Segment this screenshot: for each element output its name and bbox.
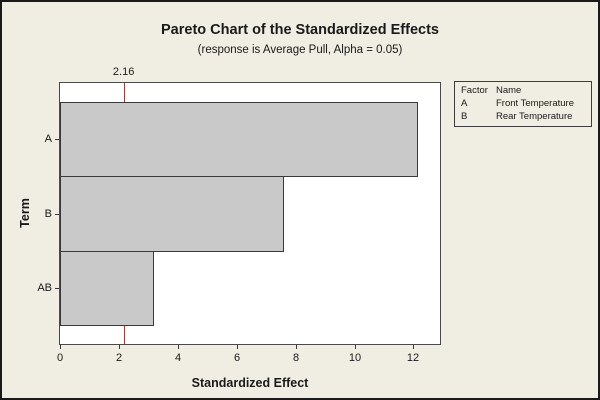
y-category-label-a: A [44,133,52,145]
x-axis-tick [178,345,179,349]
y-axis-tick [55,139,59,140]
x-axis-tick-label: 8 [292,352,300,364]
bar-a [60,102,418,177]
legend-row-a: A Front Temperature [461,97,591,110]
x-axis-title: Standardized Effect [191,376,309,390]
legend-header-row: Factor Name [461,84,591,97]
x-axis-tick-label: 0 [56,352,64,364]
x-axis-tick-label: 6 [233,352,241,364]
reference-line-value-label: 2.16 [112,66,135,78]
x-axis-tick-label: 10 [348,352,362,364]
x-axis-tick [355,345,356,349]
bar-ab [60,251,154,326]
legend-factor: B [461,111,468,122]
x-axis-tick [296,345,297,349]
y-axis-tick [55,214,59,215]
legend-factor-name: Rear Temperature [496,111,573,122]
y-axis-tick [55,288,59,289]
x-axis-tick-label: 12 [406,352,420,364]
legend-header-factor: Factor [461,85,488,96]
legend-rows: A Front Temperature B Rear Temperature [461,97,591,123]
x-axis-tick-label: 2 [115,352,123,364]
x-axis-tick-label: 4 [174,352,182,364]
plot-area [59,82,441,345]
y-category-label-b: B [44,208,52,220]
x-axis-tick [413,345,414,349]
x-axis-tick [237,345,238,349]
legend-row-b: B Rear Temperature [461,110,591,123]
y-category-label-ab: AB [37,282,52,294]
x-axis-tick [60,345,61,349]
legend-factor: A [461,98,468,109]
chart-subtitle: (response is Average Pull, Alpha = 0.05) [197,44,403,56]
x-axis-tick [119,345,120,349]
bar-b [60,176,284,252]
legend-header-name: Name [496,85,522,96]
chart-title: Pareto Chart of the Standardized Effects [161,22,439,38]
legend-factor-name: Front Temperature [496,98,574,109]
legend-box: Factor Name A Front Temperature B Rear Temp… [454,81,592,127]
